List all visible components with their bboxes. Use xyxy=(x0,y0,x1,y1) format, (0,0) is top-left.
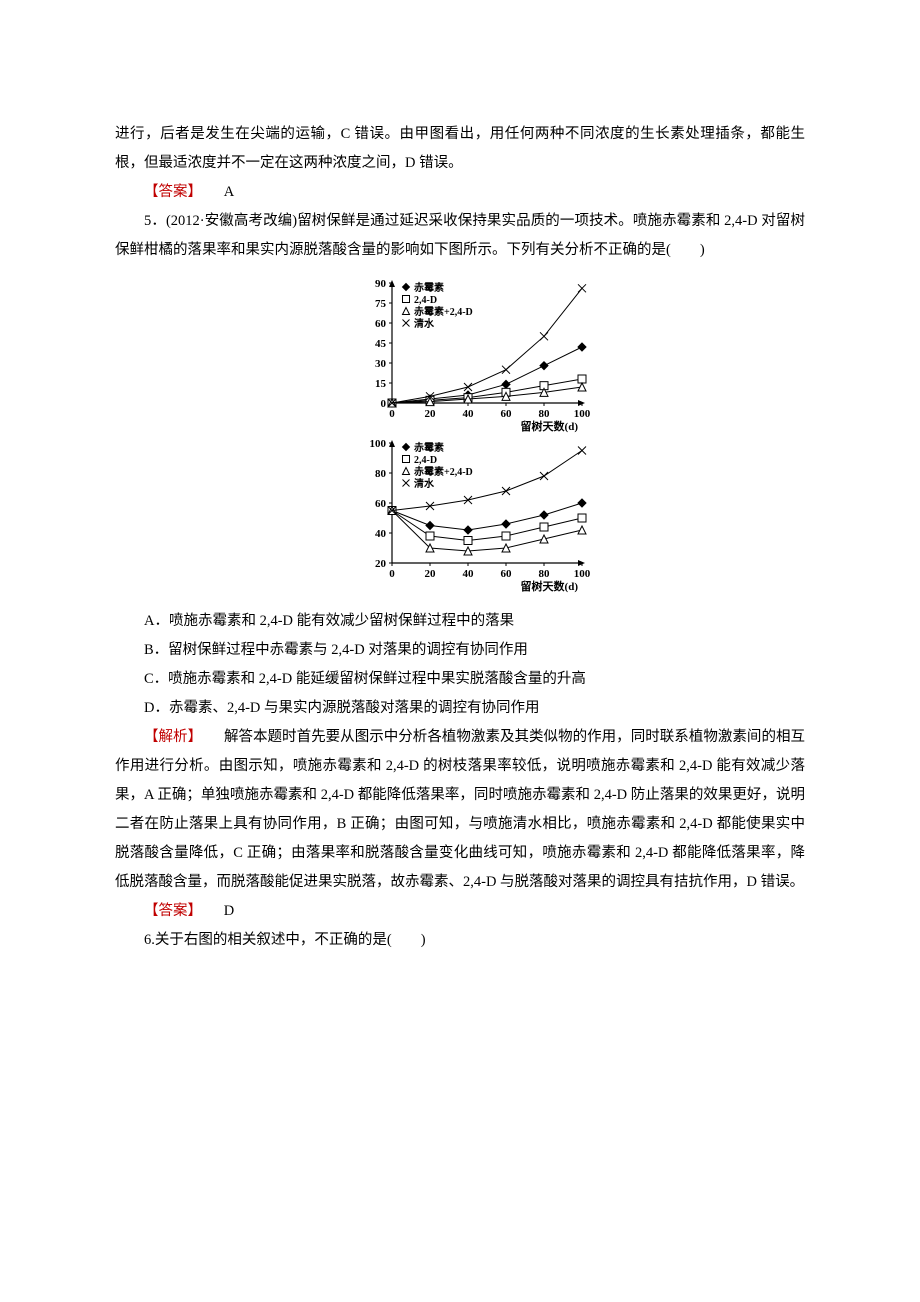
prev-explain-tail: 进行，后者是发生在尖端的运输，C 错误。由甲图看出，用任何两种不同浓度的生长素处… xyxy=(115,120,805,178)
q5-option-d: D．赤霉素、2,4-D 与果实内源脱落酸对落果的调控有协同作用 xyxy=(115,694,805,723)
prev-answer-value: A xyxy=(224,184,234,200)
q5-source: (2012·安徽高考改编) xyxy=(166,213,297,229)
svg-text:2,4-D: 2,4-D xyxy=(414,455,437,466)
q5-answer-value: D xyxy=(224,903,234,919)
svg-text:45: 45 xyxy=(375,338,387,350)
svg-text:清水: 清水 xyxy=(414,477,435,490)
svg-text:赤霉素+2,4-D: 赤霉素+2,4-D xyxy=(414,305,473,318)
svg-text:80: 80 xyxy=(539,408,551,420)
aba-content-chart: 20406080100020406080100留树天数(d)赤霉素2,4-D赤霉… xyxy=(316,433,604,593)
svg-text:90: 90 xyxy=(375,278,387,290)
svg-text:60: 60 xyxy=(375,498,387,510)
svg-text:留树天数(d): 留树天数(d) xyxy=(521,579,579,593)
prev-answer: 【答案】 A xyxy=(115,178,805,207)
q6-number: 6. xyxy=(144,932,155,948)
svg-text:60: 60 xyxy=(375,318,387,330)
svg-text:赤霉素: 赤霉素 xyxy=(414,441,444,454)
svg-text:100: 100 xyxy=(574,408,591,420)
q5-answer-label: 【答案】 xyxy=(144,903,202,919)
q5-option-b: B．留树保鲜过程中赤霉素与 2,4-D 对落果的调控有协同作用 xyxy=(115,636,805,665)
svg-text:60: 60 xyxy=(501,568,513,580)
svg-text:100: 100 xyxy=(574,568,591,580)
svg-text:2,4-D: 2,4-D xyxy=(414,295,437,306)
q5-explanation-label: 【解析】 xyxy=(144,729,202,745)
fruit-drop-rate-chart: 0 15 30 45 60 75 90 0 20 40 60 80 100留树天数(d) 赤霉素2,4-D… xyxy=(316,273,604,433)
q5-explanation-body: 解答本题时首先要从图示中分析各植物激素及其类似物的作用，同时联系植物激素间的相互… xyxy=(115,729,805,890)
svg-text:80: 80 xyxy=(375,468,387,480)
svg-text:赤霉素: 赤霉素 xyxy=(414,281,444,294)
q5-explanation: 【解析】 解答本题时首先要从图示中分析各植物激素及其类似物的作用，同时联系植物激… xyxy=(115,723,805,897)
q5-option-a: A．喷施赤霉素和 2,4-D 能有效减少留树保鲜过程中的落果 xyxy=(115,607,805,636)
q6-stem: 6.关于右图的相关叙述中，不正确的是( ) xyxy=(115,926,805,955)
q5-number: 5． xyxy=(144,213,166,229)
svg-text:30: 30 xyxy=(375,358,387,370)
svg-text:40: 40 xyxy=(375,528,387,540)
svg-text:0: 0 xyxy=(381,398,387,410)
svg-text:赤霉素+2,4-D: 赤霉素+2,4-D xyxy=(414,465,473,478)
svg-text:20: 20 xyxy=(425,568,437,580)
svg-text:40: 40 xyxy=(463,568,475,580)
q6-stem-text: 关于右图的相关叙述中，不正确的是( ) xyxy=(155,932,426,948)
svg-text:60: 60 xyxy=(501,408,513,420)
svg-text:100: 100 xyxy=(370,438,387,450)
svg-text:75: 75 xyxy=(375,298,387,310)
svg-text:留树天数(d): 留树天数(d) xyxy=(521,419,579,433)
svg-text:40: 40 xyxy=(463,408,475,420)
svg-text:15: 15 xyxy=(375,378,387,390)
svg-text:0: 0 xyxy=(389,568,395,580)
q5-stem: 5．(2012·安徽高考改编)留树保鲜是通过延迟采收保持果实品质的一项技术。喷施… xyxy=(115,207,805,265)
q5-charts: 0153045607590020406080100留树天数(d)赤霉素2,4-D… xyxy=(115,273,805,593)
svg-text:0: 0 xyxy=(389,408,395,420)
prev-answer-label: 【答案】 xyxy=(144,184,202,200)
svg-text:20: 20 xyxy=(425,408,437,420)
q5-option-c: C．喷施赤霉素和 2,4-D 能延缓留树保鲜过程中果实脱落酸含量的升高 xyxy=(115,665,805,694)
svg-text:80: 80 xyxy=(539,568,551,580)
svg-text:20: 20 xyxy=(375,558,387,570)
q5-answer: 【答案】 D xyxy=(115,897,805,926)
svg-text:清水: 清水 xyxy=(414,317,435,330)
